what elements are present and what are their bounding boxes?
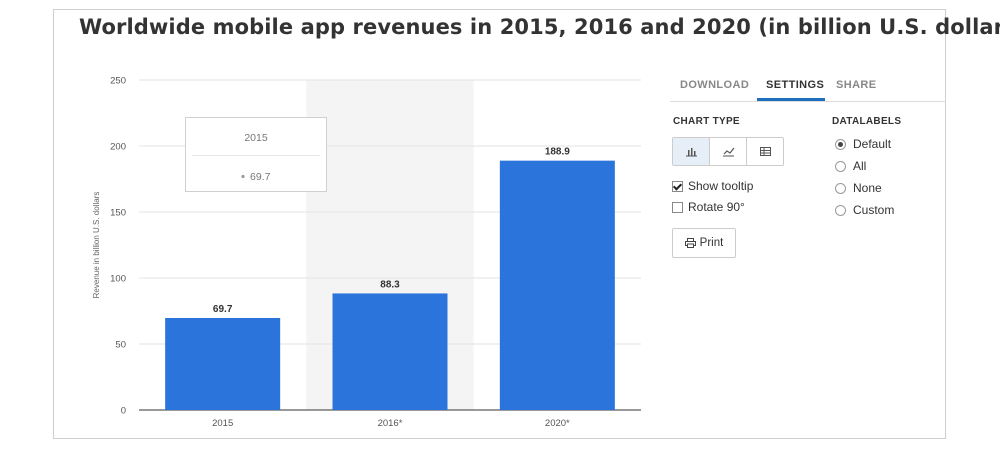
tab-download[interactable]: DOWNLOAD <box>680 79 750 91</box>
chart-type-title: CHART TYPE <box>673 116 740 127</box>
show-tooltip-checkbox[interactable]: Show tooltip <box>672 179 753 193</box>
tooltip-bullet-icon <box>241 174 245 179</box>
radio-icon <box>835 182 846 194</box>
tab-share[interactable]: SHARE <box>836 79 877 91</box>
tooltip-box <box>185 117 327 192</box>
y-tick-label: 0 <box>121 406 126 417</box>
chart-type-selector <box>672 137 784 166</box>
checkbox-checked-icon <box>672 180 683 192</box>
active-tab-indicator <box>757 98 825 101</box>
x-tick-label: 2016* <box>378 418 403 429</box>
line-chart-icon <box>722 147 734 157</box>
radio-selected-icon <box>835 138 846 150</box>
bar-chart-type-button[interactable] <box>673 138 709 165</box>
tab-settings[interactable]: SETTINGS <box>766 79 825 91</box>
x-tick-label: 2020* <box>545 418 570 429</box>
data-label: 188.9 <box>545 147 570 158</box>
y-tick-label: 150 <box>110 208 126 219</box>
tooltip-category: 2015 <box>244 132 268 144</box>
table-icon <box>759 147 771 156</box>
page-title: Worldwide mobile app revenues in 2015, 2… <box>79 15 1000 39</box>
y-tick-label: 200 <box>110 142 126 153</box>
datalabels-option-label: None <box>853 181 882 195</box>
y-tick-label: 250 <box>110 76 126 87</box>
bar-2015[interactable] <box>165 317 281 410</box>
show-tooltip-label: Show tooltip <box>688 179 754 193</box>
datalabels-option-label: Custom <box>853 203 895 217</box>
table-type-button[interactable] <box>746 138 783 165</box>
print-label: Print <box>699 237 724 249</box>
y-axis-title: Revenue in billion U.S. dollars <box>92 192 101 299</box>
y-tick-label: 50 <box>115 340 126 351</box>
bar-chart: 0 50 100 150 200 250 69.7 2015 88.3 2016* 188.9 202… <box>92 76 641 429</box>
tab-bar: DOWNLOAD SETTINGS SHARE <box>670 72 946 102</box>
x-tick-label: 2015 <box>212 418 233 429</box>
datalabels-option-default[interactable]: Default <box>835 137 891 151</box>
data-label: 69.7 <box>213 304 233 315</box>
datalabels-option-label: Default <box>853 137 892 151</box>
checkbox-icon <box>672 201 683 213</box>
datalabels-option-all[interactable]: All <box>835 159 866 173</box>
tooltip-value: 69.7 <box>250 171 271 183</box>
bar-2016[interactable] <box>332 293 448 410</box>
datalabels-option-custom[interactable]: Custom <box>835 203 894 217</box>
print-button[interactable]: Print <box>672 228 736 258</box>
datalabels-option-label: All <box>853 159 867 173</box>
radio-icon <box>835 160 846 172</box>
datalabels-title: DATALABELS <box>832 116 902 127</box>
bar-chart-icon <box>685 148 697 157</box>
bar-2020[interactable] <box>499 160 615 410</box>
data-label: 88.3 <box>380 279 400 290</box>
radio-icon <box>835 204 846 216</box>
printer-icon <box>684 238 696 248</box>
datalabels-option-none[interactable]: None <box>835 181 882 195</box>
line-chart-type-button[interactable] <box>709 138 746 165</box>
rotate-label: Rotate 90° <box>688 200 745 214</box>
rotate-checkbox[interactable]: Rotate 90° <box>672 200 745 214</box>
y-tick-label: 100 <box>110 274 126 285</box>
